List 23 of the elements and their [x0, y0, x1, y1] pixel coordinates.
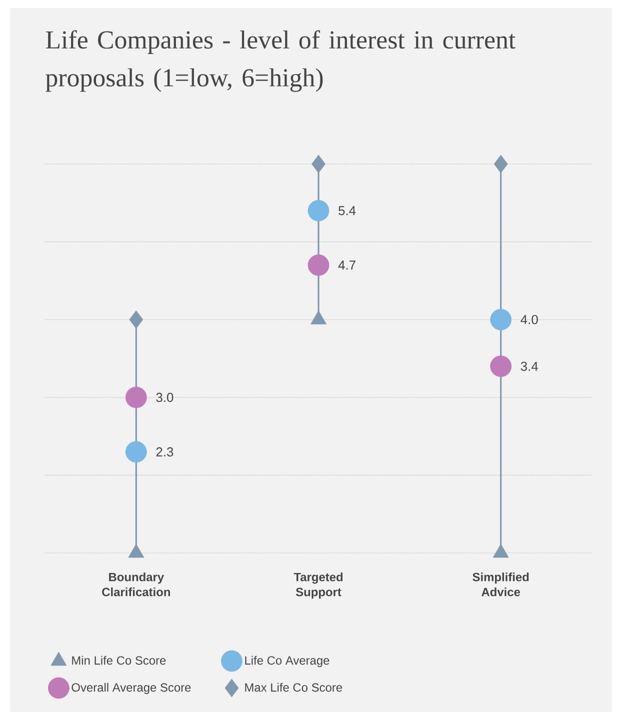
data-label: 2.3: [156, 447, 174, 456]
point: [308, 254, 330, 276]
data-label: 4.0: [520, 315, 538, 324]
data-label: 4.7: [338, 260, 356, 270]
legend-label: Life Co Average: [245, 656, 330, 668]
point: [490, 356, 512, 377]
chart-title: Life Companies - level of interest in current proposals (1=low, 6=high): [46, 30, 516, 92]
point: [490, 308, 512, 330]
point: [312, 154, 326, 174]
data-label: 3.0: [156, 392, 174, 402]
x-tick-label: Targeted Support: [294, 572, 343, 599]
legend-label: Overall Average Score: [72, 682, 191, 694]
x-tick-label: Boundary Clarification: [102, 572, 170, 596]
point: [125, 441, 147, 463]
legend-label: Min Life Co Score: [72, 656, 166, 665]
legend-label: Max Life Co Score: [245, 682, 342, 692]
data-label: 5.4: [338, 206, 356, 216]
data-label: 3.4: [520, 362, 538, 371]
point: [125, 386, 147, 408]
point: [308, 200, 330, 222]
x-tick-label: Simplified Advice: [472, 572, 529, 596]
point: [494, 154, 508, 174]
point: [129, 310, 144, 329]
